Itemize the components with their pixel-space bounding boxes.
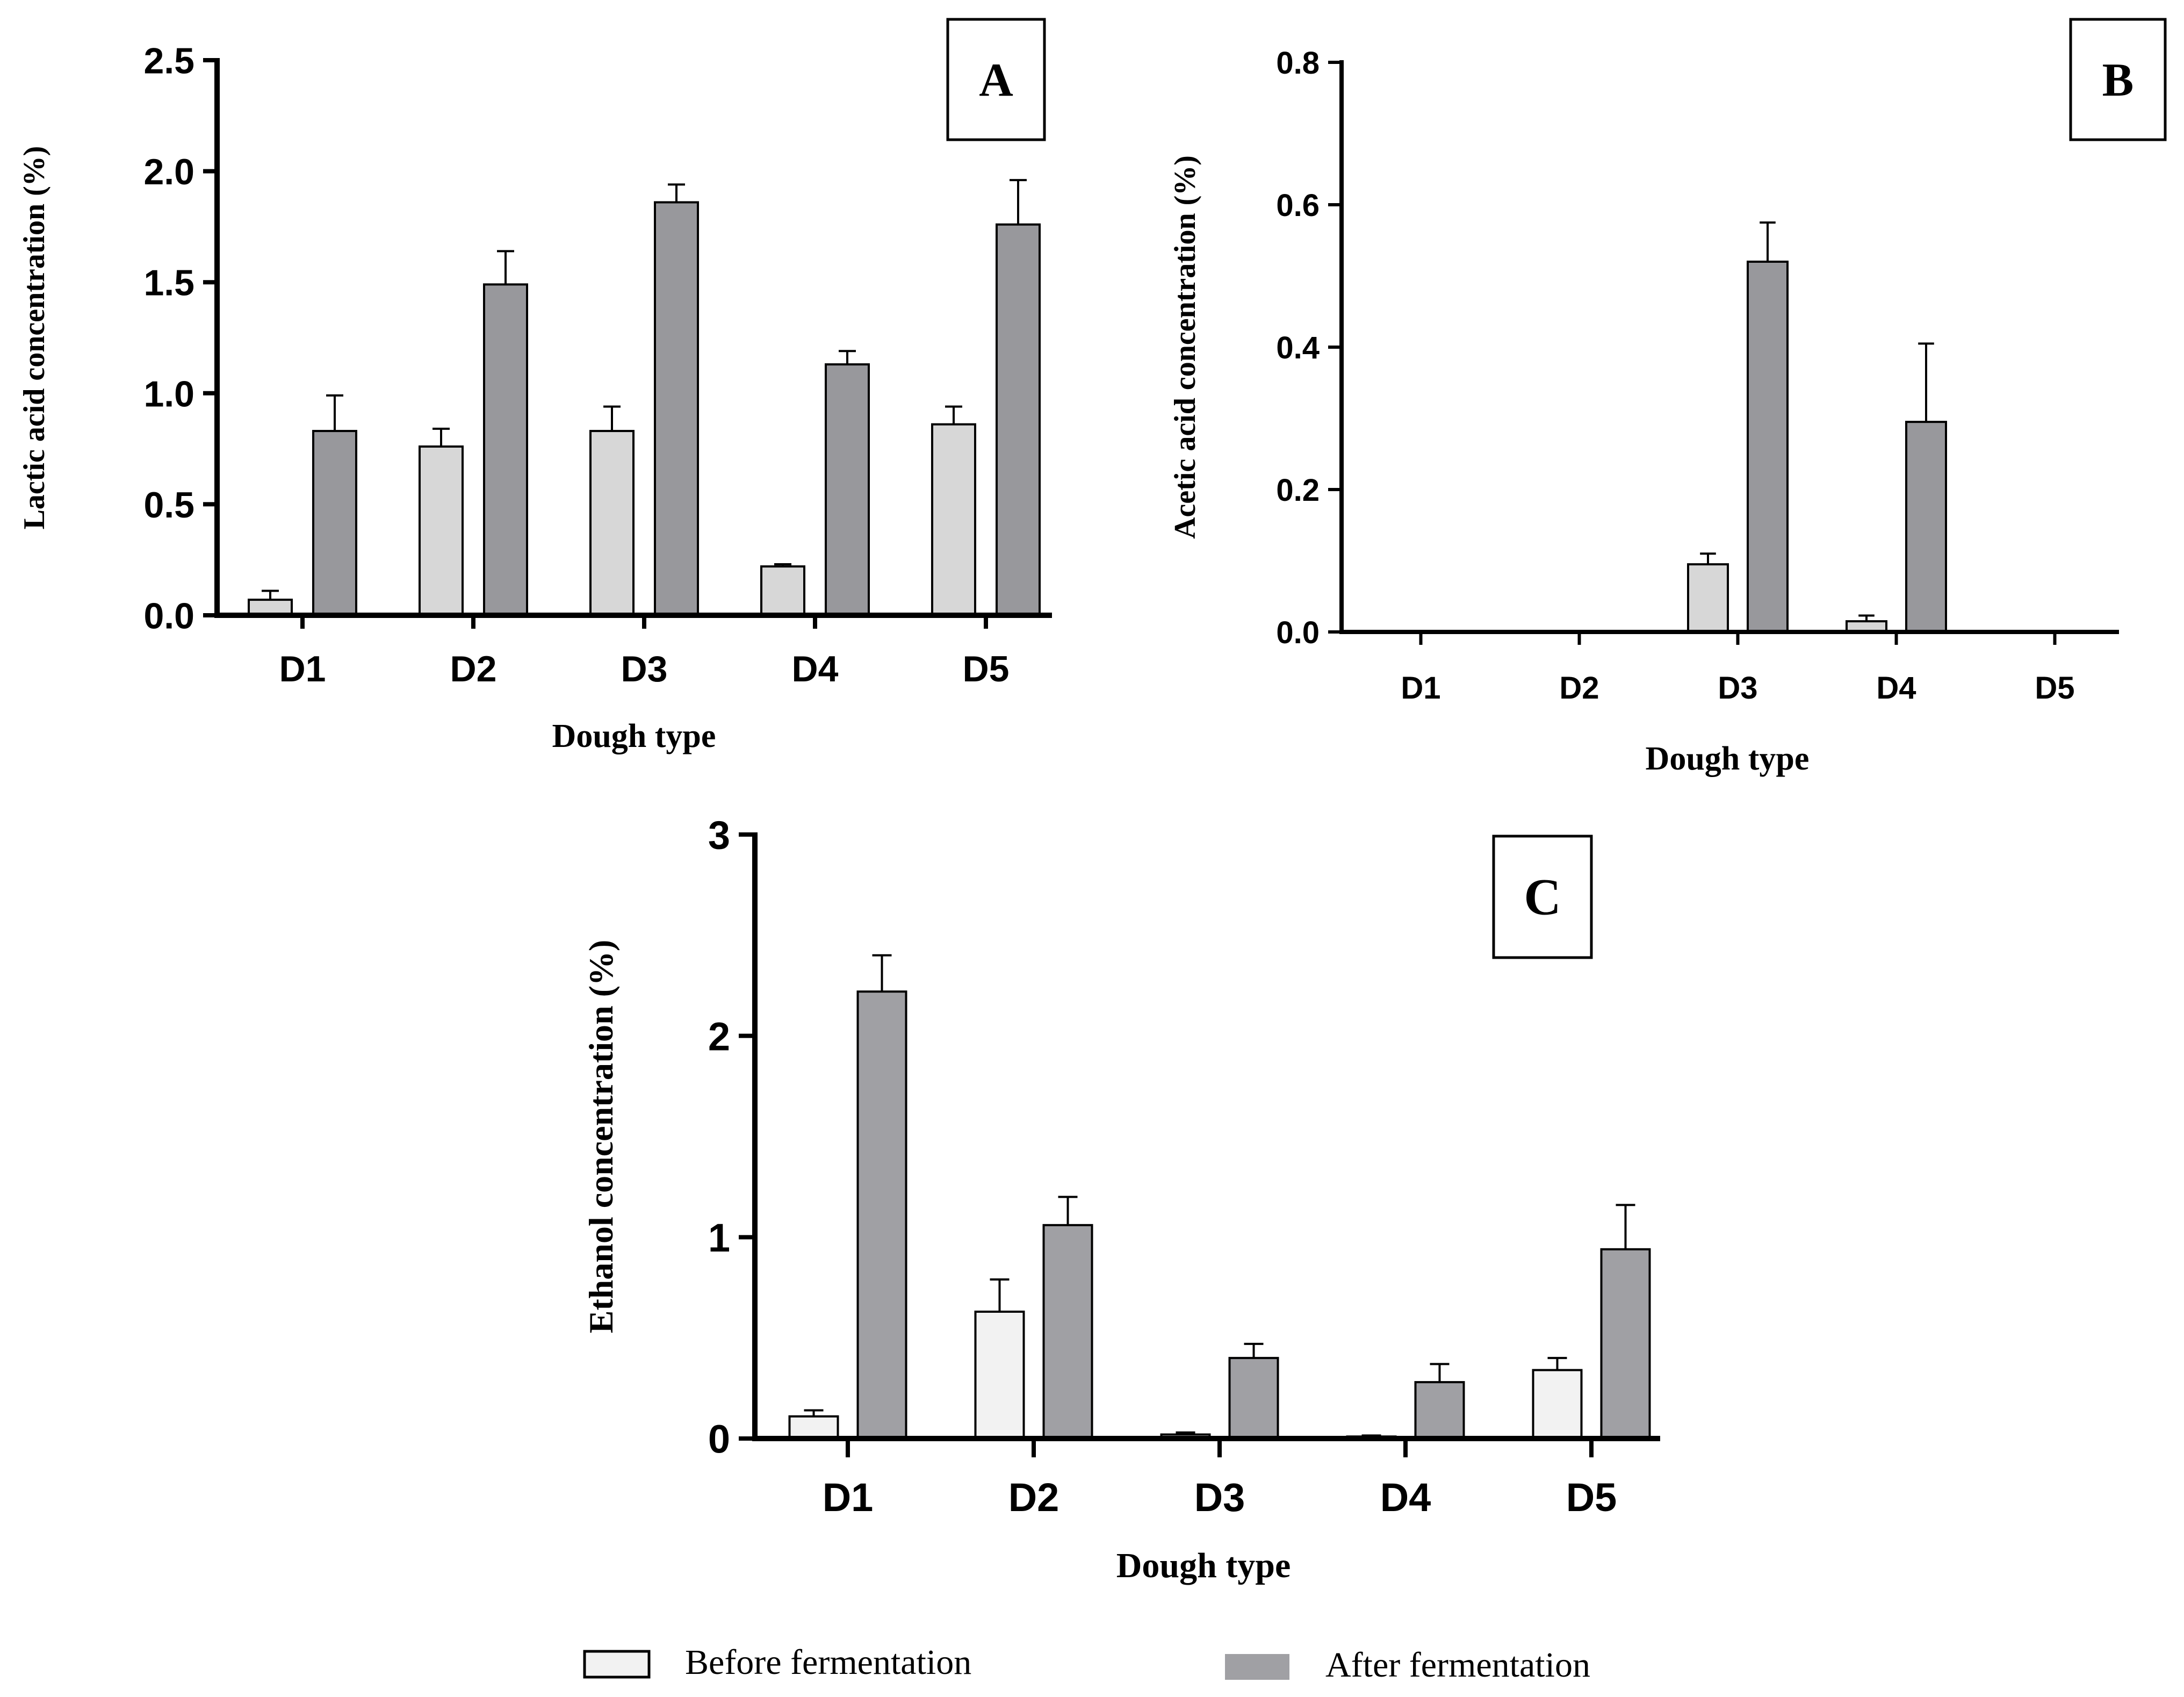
x-tick-label: D1 [279, 649, 326, 689]
bar-a-before-fermentation-d3 [589, 430, 635, 616]
chart-panel-b: 0.0 0.2 0.4 0.6 0.8 D1 D2 D3 D4 D5 Dough type Aceti… [1169, 18, 2167, 777]
bar-b-after-fermentation-d4 [1905, 421, 1947, 633]
x-tick-label: D4 [792, 649, 839, 689]
bar-c-after-fermentation-d3 [1228, 1357, 1279, 1440]
panel-label: C [1524, 868, 1561, 926]
x-tick-label: D1 [1401, 671, 1440, 706]
y-tick-label: 0.0 [1276, 615, 1320, 650]
y-tick-label: 2 [708, 1014, 730, 1059]
y-tick-label: 2.5 [143, 40, 194, 81]
y-tick-label: 0.6 [1276, 188, 1320, 223]
y-tick-label: 0.8 [1276, 46, 1320, 81]
bar-b-after-fermentation-d3 [1747, 261, 1789, 633]
x-tick-label: D3 [1194, 1475, 1245, 1520]
panel-label: A [979, 54, 1013, 106]
x-axis-title: Dough type [1646, 740, 1810, 777]
bar-b-before-fermentation-d3 [1687, 563, 1729, 633]
panel-label-box [2069, 18, 2167, 141]
panel-label-box [1492, 835, 1593, 959]
y-tick-label: 1 [708, 1216, 730, 1260]
bar-c-after-fermentation-d4 [1414, 1381, 1465, 1440]
bar-a-before-fermentation-d4 [760, 565, 805, 616]
legend-swatch-after-fermentation [1225, 1654, 1289, 1680]
legend-label-after-fermentation: After fermentation [1325, 1645, 1590, 1685]
legend-swatch-before-fermentation [583, 1650, 651, 1679]
y-tick-label: 1.0 [143, 373, 194, 414]
y-tick-label: 0.4 [1276, 330, 1320, 365]
bar-a-after-fermentation-d4 [825, 363, 870, 616]
panel-label-box [946, 18, 1046, 141]
x-tick-label: D3 [621, 649, 668, 689]
bar-c-before-fermentation-d5 [1532, 1369, 1583, 1440]
bar-c-after-fermentation-d2 [1042, 1224, 1093, 1440]
bar-c-before-fermentation-d2 [974, 1310, 1025, 1440]
bar-c-after-fermentation-d5 [1600, 1248, 1651, 1440]
bar-a-before-fermentation-d5 [931, 423, 976, 616]
y-axis-title: Lactic acid concentration (%) [18, 146, 51, 530]
bar-a-after-fermentation-d3 [654, 201, 699, 616]
bar-a-after-fermentation-d1 [312, 430, 357, 616]
panel-label: B [2102, 54, 2134, 106]
x-tick-label: D4 [1876, 671, 1916, 706]
x-tick-label: D4 [1380, 1475, 1431, 1520]
x-tick-label: D2 [1559, 671, 1599, 706]
chart-panel-a: 0.0 0.5 1.0 1.5 2.0 2.5 D1 D2 D3 D4 D5 Dough type La… [18, 18, 1052, 754]
bar-a-after-fermentation-d2 [483, 283, 528, 616]
x-tick-label: D2 [450, 649, 497, 689]
bar-a-after-fermentation-d5 [996, 223, 1041, 616]
x-tick-label: D5 [1566, 1475, 1617, 1520]
x-axis-title: Dough type [552, 718, 716, 754]
y-tick-label: 3 [708, 813, 730, 858]
y-tick-label: 1.5 [143, 263, 194, 304]
x-tick-label: D3 [1718, 671, 1757, 706]
y-tick-label: 0.0 [143, 595, 194, 636]
y-axis-title: Acetic acid concentration (%) [1169, 155, 1202, 539]
x-tick-label: D2 [1008, 1475, 1059, 1520]
x-tick-label: D1 [823, 1475, 874, 1520]
bar-c-before-fermentation-d1 [788, 1415, 839, 1440]
chart-panel-c: 0 1 2 3 D1 D2 D3 D4 D5 Dough type Ethanol concentr… [582, 813, 1660, 1585]
bar-c-after-fermentation-d1 [856, 990, 907, 1440]
legend-label-before-fermentation: Before fermentation [685, 1643, 971, 1682]
x-axis-title: Dough type [1116, 1546, 1291, 1585]
y-axis-title: Ethanol concentration (%) [582, 940, 620, 1333]
legend: Before fermentation After fermentation [583, 1643, 1590, 1685]
y-tick-label: 2.0 [143, 152, 194, 192]
y-tick-label: 0.5 [143, 485, 194, 526]
x-tick-label: D5 [2035, 671, 2074, 706]
x-tick-label: D5 [963, 649, 1010, 689]
y-tick-label: 0 [708, 1417, 730, 1462]
y-tick-label: 0.2 [1276, 473, 1320, 508]
bar-a-before-fermentation-d2 [419, 445, 464, 617]
